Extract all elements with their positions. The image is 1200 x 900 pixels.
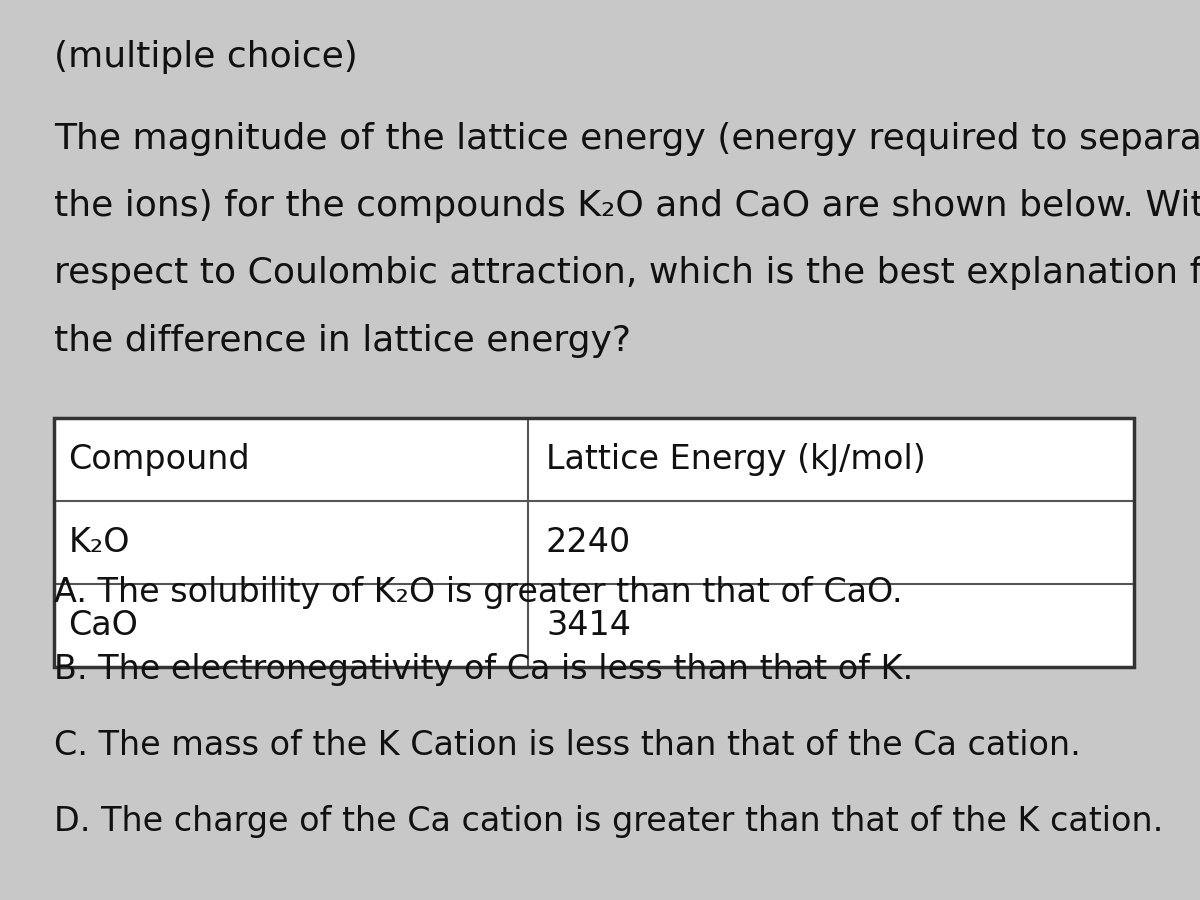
Text: CaO: CaO bbox=[68, 609, 138, 642]
Text: 3414: 3414 bbox=[546, 609, 631, 642]
Bar bbox=[54, 418, 1134, 667]
Text: Compound: Compound bbox=[68, 444, 250, 476]
Text: the ions) for the compounds K₂O and CaO are shown below. With: the ions) for the compounds K₂O and CaO … bbox=[54, 189, 1200, 223]
Text: D. The charge of the Ca cation is greater than that of the K cation.: D. The charge of the Ca cation is greate… bbox=[54, 806, 1163, 839]
Text: (multiple choice): (multiple choice) bbox=[54, 40, 358, 75]
Text: B. The electronegativity of Ca is less than that of K.: B. The electronegativity of Ca is less t… bbox=[54, 652, 913, 686]
Text: K₂O: K₂O bbox=[68, 526, 130, 559]
Text: The magnitude of the lattice energy (energy required to separate: The magnitude of the lattice energy (ene… bbox=[54, 122, 1200, 156]
Text: Lattice Energy (kJ/mol): Lattice Energy (kJ/mol) bbox=[546, 444, 925, 476]
Text: the difference in lattice energy?: the difference in lattice energy? bbox=[54, 324, 631, 358]
Text: A. The solubility of K₂O is greater than that of CaO.: A. The solubility of K₂O is greater than… bbox=[54, 576, 902, 609]
Bar bbox=[54, 418, 1134, 667]
Text: respect to Coulombic attraction, which is the best explanation for: respect to Coulombic attraction, which i… bbox=[54, 256, 1200, 291]
Text: C. The mass of the K Cation is less than that of the Ca cation.: C. The mass of the K Cation is less than… bbox=[54, 729, 1081, 762]
Text: 2240: 2240 bbox=[546, 526, 631, 559]
